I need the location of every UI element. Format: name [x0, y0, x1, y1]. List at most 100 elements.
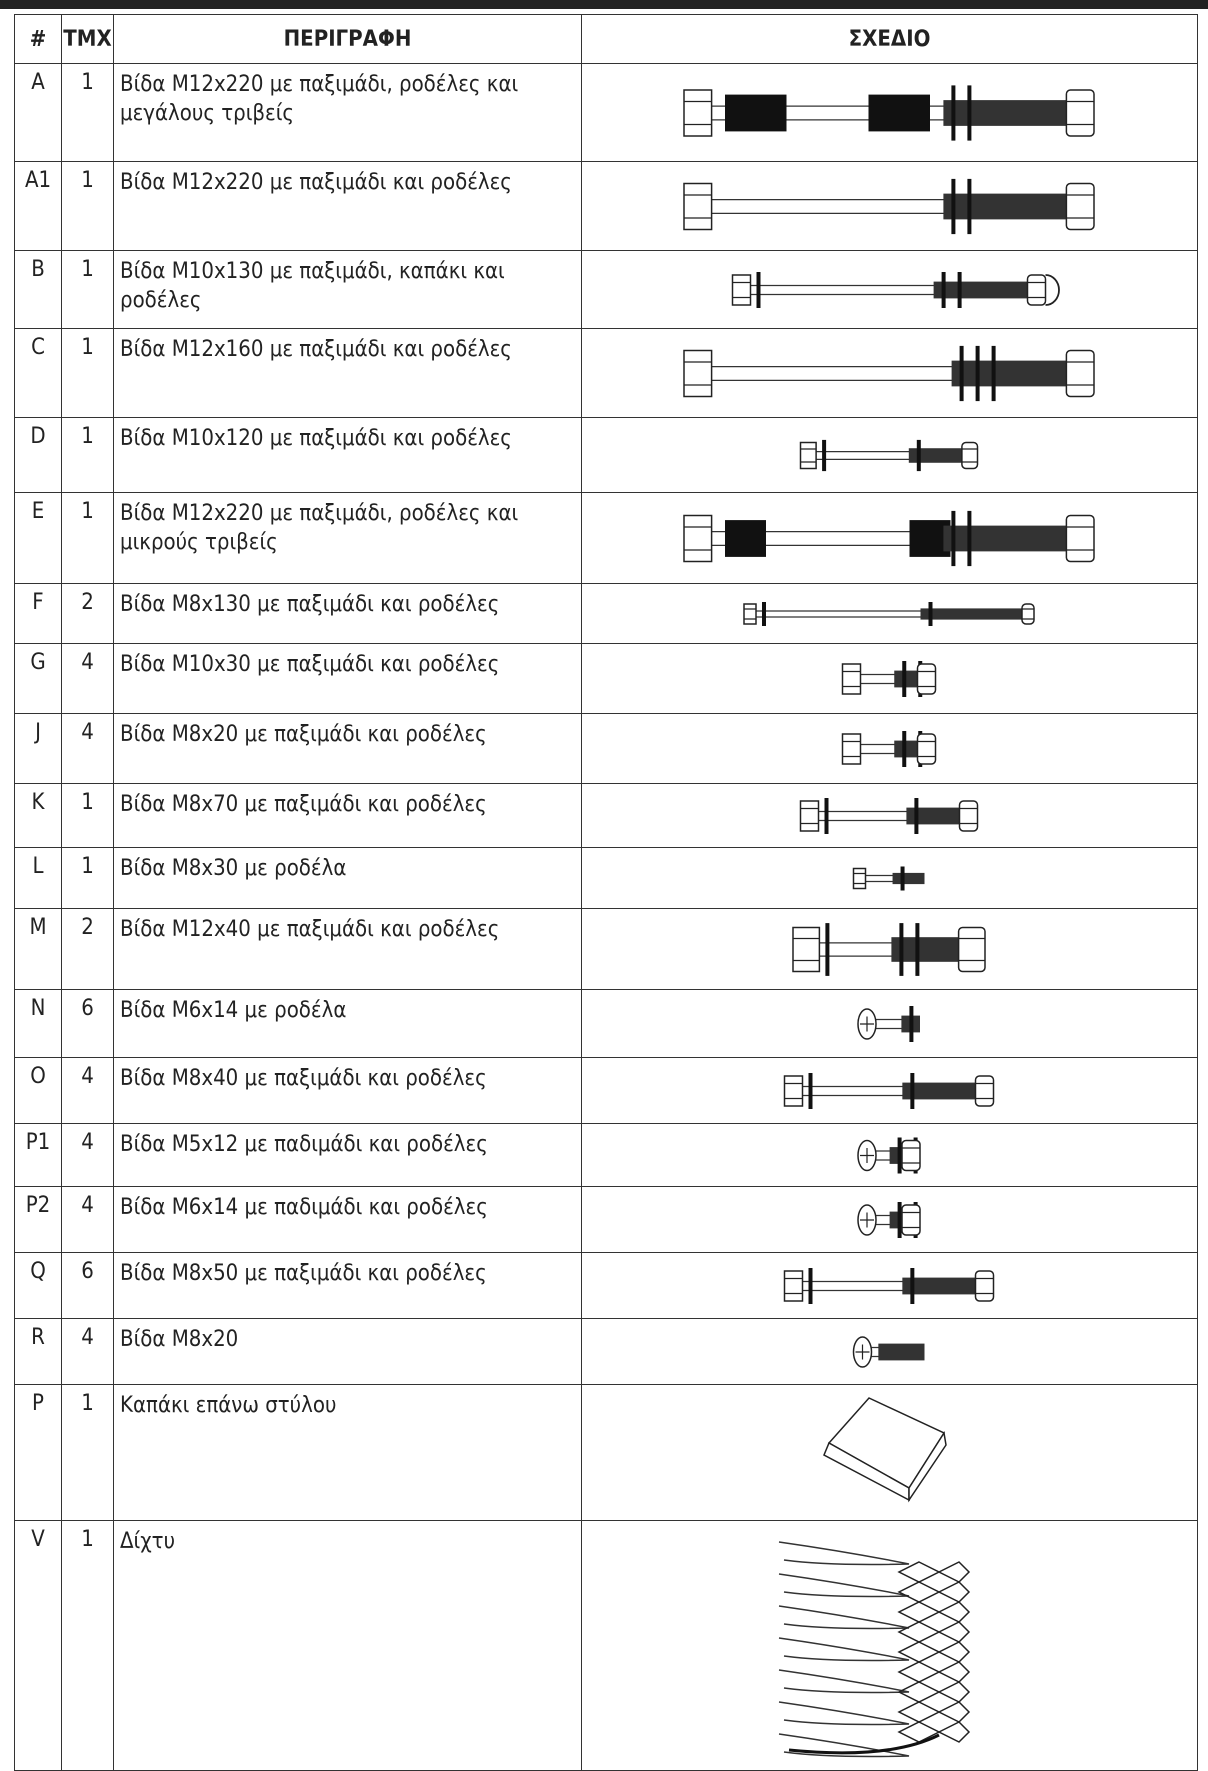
part-description: Βίδα Μ8x20 με παξιμάδι και ροδέλες	[113, 713, 582, 784]
washer	[808, 1072, 813, 1109]
part-id: Q	[14, 1252, 62, 1319]
thread	[892, 872, 925, 884]
nut	[1065, 349, 1095, 397]
net-strand	[788, 1733, 940, 1754]
nut	[961, 441, 979, 469]
part-id: L	[14, 847, 62, 909]
top-bar	[0, 0, 1208, 9]
part-id: V	[14, 1520, 62, 1771]
net-strand	[778, 1700, 910, 1725]
net-mesh	[897, 1700, 971, 1723]
washer	[900, 866, 905, 890]
part-description: Βίδα Μ12x220 με παξιμάδι και ροδέλες	[113, 161, 582, 251]
nut-edge	[1066, 193, 1094, 219]
part-qty: 4	[61, 1318, 114, 1385]
bolt-head	[731, 273, 752, 306]
net-mesh	[897, 1720, 971, 1743]
part-id: N	[14, 989, 62, 1058]
part-id: P1	[14, 1123, 62, 1187]
bolt-head	[683, 182, 713, 230]
washer	[951, 84, 956, 141]
part-description: Βίδα Μ6x14 με ροδέλα	[113, 989, 582, 1058]
header-cell: ΠΕΡΙΓΡΑΦΗ	[113, 14, 582, 64]
net-mesh	[897, 1560, 971, 1583]
nut	[901, 1139, 921, 1171]
part-drawing	[799, 797, 979, 834]
nut	[1021, 602, 1035, 625]
part-qty: 1	[61, 847, 114, 909]
part-row: P 1 Καπάκι επάνω στύλου	[14, 1384, 1198, 1521]
washer	[967, 84, 972, 141]
cube-side	[908, 1430, 947, 1502]
washer	[762, 601, 766, 626]
part-row: J 4 Βίδα Μ8x20 με παξιμάδι και ροδέλες	[14, 713, 1198, 784]
part-qty: 1	[61, 1520, 114, 1771]
bolt-head-edge	[684, 193, 712, 219]
bolt-head	[841, 662, 862, 695]
net-mesh	[897, 1660, 971, 1683]
part-drawing	[683, 178, 1095, 234]
part-row: M 2 Βίδα Μ12x40 με παξιμάδι και ροδέλες	[14, 908, 1198, 990]
bolt-head	[683, 514, 713, 562]
part-drawing	[857, 1005, 920, 1042]
part-qty: 1	[61, 783, 114, 848]
cap	[1045, 273, 1060, 306]
nut	[1065, 182, 1095, 230]
part-description: Βίδα Μ6x14 με παδιμάδι και ροδέλες	[113, 1186, 582, 1253]
part-row: A1 1 Βίδα Μ12x220 με παξιμάδι και ροδέλες	[14, 161, 1198, 251]
washer	[951, 510, 956, 566]
part-description: Καπάκι επάνω στύλου	[113, 1384, 582, 1521]
part-qty: 4	[61, 643, 114, 714]
part-row: A 1 Βίδα Μ12x220 με παξιμάδι, ροδέλες και …	[14, 63, 1198, 162]
nut	[958, 799, 979, 832]
bolt-head-edge	[744, 607, 756, 620]
part-id: K	[14, 783, 62, 848]
part-qty: 4	[61, 713, 114, 784]
washer	[915, 922, 920, 976]
part-drawing-cell	[581, 63, 1198, 162]
thread	[902, 1277, 976, 1294]
washer	[916, 439, 921, 471]
nut	[1065, 514, 1095, 562]
part-id: F	[14, 583, 62, 644]
part-description: Βίδα Μ8x70 με παξιμάδι και ροδέλες	[113, 783, 582, 848]
washer	[928, 601, 933, 626]
washer	[825, 922, 830, 976]
nut-edge	[917, 670, 936, 687]
washer	[910, 1072, 915, 1109]
part-id: O	[14, 1057, 62, 1124]
header-row: # ΤΜΧ ΠΕΡΙΓΡΑΦΗ ΣΧΕΔΙΟ	[14, 14, 1198, 64]
part-drawing-cell	[581, 783, 1198, 848]
part-id: P	[14, 1384, 62, 1521]
part-qty: 6	[61, 989, 114, 1058]
thread	[902, 1082, 976, 1099]
part-description: Βίδα Μ12x220 με παξιμάδι, ροδέλες και μι…	[113, 492, 582, 584]
washer	[967, 178, 972, 234]
part-description: Βίδα Μ8x130 με παξιμάδι και ροδέλες	[113, 583, 582, 644]
part-drawing	[852, 1335, 925, 1368]
spacer	[725, 519, 766, 557]
nut	[916, 662, 937, 695]
part-drawing-cell	[581, 1384, 1198, 1521]
net-mesh	[897, 1640, 971, 1663]
nut	[901, 1203, 921, 1236]
part-row: B 1 Βίδα Μ10x130 με παξιμάδι, καπάκι και ρ…	[14, 250, 1198, 329]
washer	[909, 1005, 914, 1042]
bolt-head-edge	[800, 447, 817, 463]
header-cell: ΣΧΕΔΙΟ	[581, 14, 1198, 64]
spacer	[868, 94, 930, 131]
nut-edge	[1066, 525, 1094, 551]
screw-cross	[860, 1147, 874, 1163]
part-id: C	[14, 328, 62, 418]
part-drawing	[683, 345, 1095, 401]
part-drawing	[857, 1137, 921, 1173]
nut-edge	[902, 1211, 920, 1228]
washer	[914, 797, 919, 834]
washer	[991, 345, 996, 401]
nut-edge	[975, 1277, 994, 1294]
part-row: C 1 Βίδα Μ12x160 με παξιμάδι και ροδέλες	[14, 328, 1198, 418]
part-row: E 1 Βίδα Μ12x220 με παξιμάδι, ροδέλες και …	[14, 492, 1198, 584]
part-description: Βίδα Μ8x20	[113, 1318, 582, 1385]
part-qty: 1	[61, 161, 114, 251]
thread	[943, 99, 1067, 126]
